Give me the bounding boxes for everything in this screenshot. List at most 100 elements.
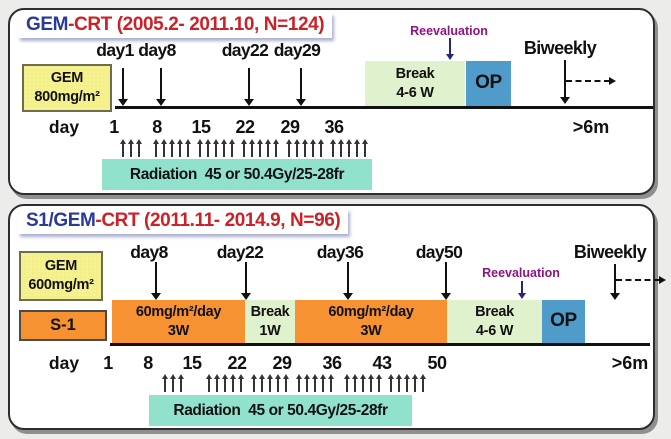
- timeline-axis: [110, 343, 650, 346]
- timeline-day-29: 29: [280, 117, 300, 137]
- day-numbers-layer: 1 8 15 22 29 36 43 50: [10, 206, 653, 428]
- day-axis-label: day: [48, 353, 80, 373]
- radiation-fraction-arrow-icon: [170, 374, 176, 392]
- treatment-box-line2: 3W: [360, 322, 382, 339]
- radiation-fraction-arrow-icon: [128, 139, 134, 157]
- treatment-box-line1: Break: [475, 303, 514, 320]
- title-period: -CRT (2005.2- 2011.10, N=124): [68, 14, 325, 35]
- radiation-fraction-arrow-icon: [304, 374, 310, 392]
- treatment-box-op: OP: [466, 61, 511, 106]
- treatment-box-line2: 4-6 W: [396, 84, 434, 101]
- radiation-fraction-arrow-icon: [412, 374, 418, 392]
- gem-dose-box: GEM 600mg/m²: [19, 251, 103, 301]
- radiation-fraction-arrow-icon: [352, 374, 358, 392]
- day-axis-label: day: [48, 117, 80, 137]
- gem-dose: 800mg/m²: [34, 89, 100, 105]
- gem-drug-name: GEM: [50, 70, 84, 87]
- biweekly-label: Biweekly: [523, 38, 597, 58]
- timeline-day-15: 15: [191, 117, 211, 137]
- timeline-axis: [115, 106, 653, 109]
- timeline-day-15: 15: [182, 353, 202, 373]
- radiation-fraction-arrow-icon: [162, 374, 168, 392]
- treatment-box-line1: Break: [250, 303, 290, 320]
- timeline-day-50: 50: [427, 353, 447, 373]
- treatment-boxes-layer: Break 4-6 W OP: [10, 10, 653, 193]
- day-labels-layer: day8 day22 day36 day50: [10, 206, 653, 428]
- day-numbers-layer: 1 8 15 22 29 36: [10, 10, 653, 193]
- day-label-day22: day22: [221, 40, 269, 60]
- radiation-fraction-arrow-icon: [241, 139, 247, 157]
- panel-gem-crt: GEM-CRT (2005.2- 2011.10, N=124) GEM 800…: [8, 8, 655, 195]
- radiation-fraction-arrow-icon: [312, 374, 318, 392]
- radiation-fraction-arrow-icon: [404, 374, 410, 392]
- administration-down-arrow-icon: [244, 68, 254, 106]
- radiation-fraction-arrow-icon: [296, 374, 302, 392]
- radiation-fraction-arrow-icon: [205, 139, 211, 157]
- radiation-fraction-arrow-icon: [206, 374, 212, 392]
- treatment-box-line1: 60mg/m²/day: [328, 303, 414, 320]
- radiation-fraction-arrow-icon: [249, 139, 255, 157]
- reevaluation-arrow-icon: [518, 281, 526, 299]
- gem-dose: 600mg/m²: [28, 277, 94, 293]
- radiation-fraction-arrow-icon: [259, 374, 265, 392]
- biweekly-down-arrow-icon: [610, 264, 620, 300]
- administration-down-arrow-icon: [156, 68, 166, 106]
- title-period: -CRT (2011.11- 2014.9, N=96): [95, 210, 341, 231]
- treatment-box-60mg-m-day: 60mg/m²/day 3W: [112, 300, 245, 343]
- timeline-day-1: 1: [103, 353, 113, 373]
- radiation-fractions-layer: [10, 206, 653, 428]
- reevaluation-label: Reevaluation: [410, 24, 488, 38]
- treatment-box-break: Break 4-6 W: [365, 61, 465, 106]
- administration-down-arrow-icon: [343, 262, 353, 300]
- radiation-fraction-arrow-icon: [346, 139, 352, 157]
- timeline-day-22: 22: [235, 117, 255, 137]
- timeline-day-43: 43: [372, 353, 392, 373]
- treatment-box-line2: 3W: [167, 322, 190, 339]
- radiation-fraction-arrow-icon: [213, 139, 219, 157]
- treatment-box-line1: OP: [475, 72, 502, 94]
- radiation-fraction-arrow-icon: [376, 374, 382, 392]
- radiation-fraction-arrow-icon: [230, 374, 236, 392]
- radiation-fraction-arrow-icon: [178, 374, 184, 392]
- reevaluation-arrow-icon: [446, 38, 454, 60]
- timeline-day-8: 8: [143, 353, 153, 373]
- radiation-fraction-arrow-icon: [302, 139, 308, 157]
- radiation-fraction-arrow-icon: [222, 374, 228, 392]
- day-label-day8: day8: [138, 40, 176, 60]
- treatment-box-op: OP: [542, 300, 585, 343]
- day-label-day29: day29: [273, 40, 321, 60]
- radiation-fraction-arrow-icon: [153, 139, 159, 157]
- radiation-fraction-arrow-icon: [257, 139, 263, 157]
- radiation-fraction-arrow-icon: [275, 374, 281, 392]
- panel-s1-gem-crt: S1/GEM-CRT (2011.11- 2014.9, N=96) GEM 6…: [8, 204, 666, 430]
- administration-down-arrow-icon: [241, 262, 251, 300]
- radiation-fraction-arrow-icon: [265, 139, 271, 157]
- radiation-fraction-arrow-icon: [330, 139, 336, 157]
- biweekly-label: Biweekly: [573, 242, 647, 262]
- radiation-fraction-arrow-icon: [338, 139, 344, 157]
- radiation-fraction-arrow-icon: [161, 139, 167, 157]
- treatment-box-break: Break 4-6 W: [447, 300, 542, 343]
- radiation-fraction-arrow-icon: [229, 139, 235, 157]
- radiation-fraction-arrow-icon: [177, 139, 183, 157]
- panel-title: GEM-CRT (2005.2- 2011.10, N=124): [18, 13, 333, 38]
- title-regimen: S1/GEM: [26, 210, 96, 231]
- radiation-fraction-arrow-icon: [286, 139, 292, 157]
- radiation-fraction-arrow-icon: [169, 139, 175, 157]
- treatment-box-line1: Break: [395, 65, 435, 82]
- radiation-fraction-arrow-icon: [251, 374, 257, 392]
- radiation-fraction-arrow-icon: [273, 139, 279, 157]
- radiation-fraction-arrow-icon: [368, 374, 374, 392]
- radiation-fraction-arrow-icon: [318, 139, 324, 157]
- radiation-fraction-arrow-icon: [221, 139, 227, 157]
- radiation-fraction-arrow-icon: [283, 374, 289, 392]
- day-label-day1: day1: [96, 40, 134, 60]
- radiation-fraction-arrow-icon: [320, 374, 326, 392]
- biweekly-dashed-arrow-icon: [566, 77, 616, 85]
- radiation-fraction-arrow-icon: [185, 139, 191, 157]
- radiation-fraction-arrow-icon: [360, 374, 366, 392]
- administration-down-arrow-icon: [441, 262, 451, 300]
- radiation-fraction-arrow-icon: [328, 374, 334, 392]
- radiation-box: Radiation 45 or 50.4Gy/25-28fr: [102, 159, 372, 190]
